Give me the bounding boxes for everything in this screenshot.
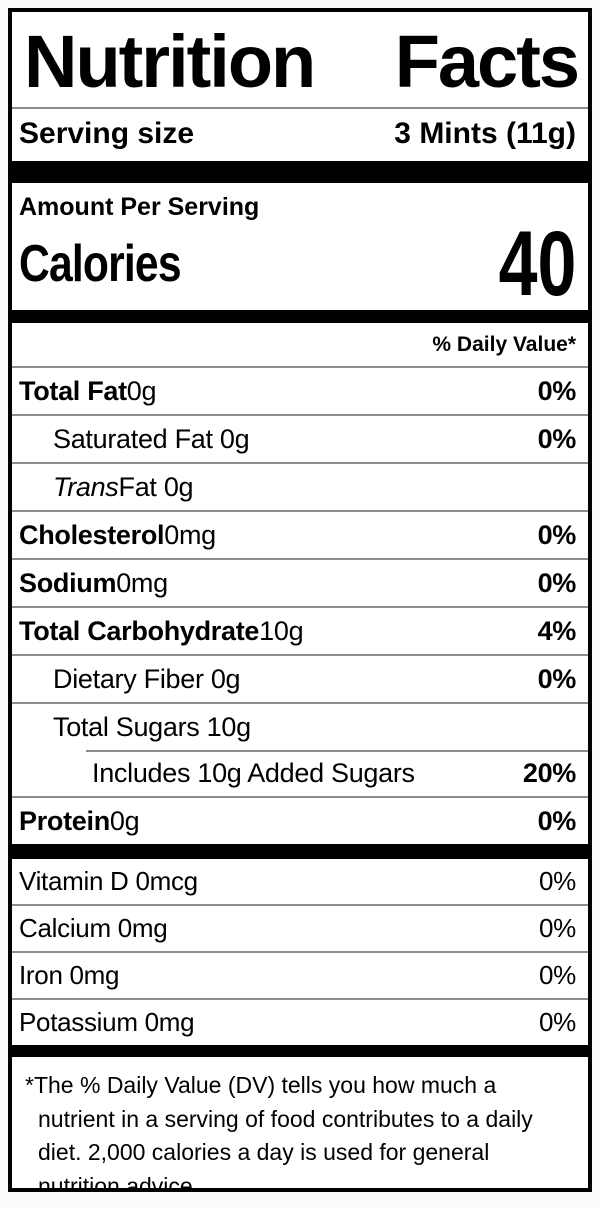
daily-value-percent: 0%: [539, 866, 576, 897]
nutrient-name-part: Protein: [19, 805, 110, 836]
title-word-nutrition: Nutrition: [24, 20, 316, 103]
nutrient-row: Trans Fat 0g: [12, 462, 588, 510]
nutrient-name-part: Includes 10g Added Sugars: [92, 757, 415, 788]
daily-value-percent: 0%: [537, 663, 577, 694]
nutrient-row: Total Sugars 10g: [12, 702, 588, 750]
daily-value-percent: 0%: [537, 567, 577, 598]
calories-row: Calories 40: [12, 212, 588, 315]
section-bar-thick: [12, 161, 588, 184]
nutrition-facts-label: Nutrition Facts Serving size 3 Mints (11…: [8, 8, 592, 1192]
nutrient-row: Protein 0g 0%: [12, 796, 588, 844]
nutrient-name-part: Total Sugars 10g: [53, 711, 251, 742]
nutrient-name-part: Sodium: [19, 567, 117, 598]
nutrient-row: Saturated Fat 0g 0%: [12, 414, 588, 462]
nutrient-row: Iron 0mg 0%: [12, 951, 588, 998]
nutrient-name-part: Total Carbohydrate: [19, 615, 260, 646]
nutrient-name-part: Vitamin D 0mcg: [19, 866, 198, 897]
daily-value-percent: 0%: [539, 960, 576, 991]
nutrient-name-part: Saturated Fat 0g: [53, 423, 250, 454]
daily-value-percent: 0%: [537, 805, 577, 836]
section-bar-footnote: [12, 1045, 588, 1058]
daily-value-percent: 0%: [539, 1007, 576, 1038]
section-bar-medium: [12, 310, 588, 324]
nutrient-name-part: Fat 0g: [118, 471, 194, 502]
label-title: Nutrition Facts: [12, 12, 588, 103]
amount-per-serving-label: Amount Per Serving: [19, 193, 260, 222]
nutrient-row: Cholesterol 0mg 0%: [12, 510, 588, 558]
nutrient-row: Includes 10g Added Sugars 20%: [12, 750, 588, 796]
nutrient-name-part: Cholesterol: [19, 519, 165, 550]
nutrient-name-part: Dietary Fiber 0g: [53, 663, 241, 694]
nutrient-name-part: Trans: [53, 471, 119, 502]
daily-value-footnote: *The % Daily Value (DV) tells you how mu…: [25, 1072, 533, 1192]
title-word-facts: Facts: [394, 20, 580, 103]
title-divider: [12, 107, 588, 110]
vitamin-rows: Vitamin D 0mcg 0% Calcium 0mg 0% Iron 0mg 0% P…: [12, 859, 588, 1045]
nutrient-row: Calcium 0mg 0%: [12, 904, 588, 951]
daily-value-percent: 4%: [537, 615, 577, 646]
nutrient-name-part: 0g: [109, 805, 140, 836]
daily-value-header: % Daily Value*: [12, 323, 588, 369]
nutrient-name-part: Iron 0mg: [19, 960, 120, 991]
daily-value-percent: 0%: [539, 913, 576, 944]
section-bar-vitamins: [12, 844, 588, 860]
serving-size-value: 3 Mints (11g): [394, 117, 576, 151]
nutrient-row: Vitamin D 0mcg 0%: [12, 859, 588, 904]
nutrient-name-part: 0g: [126, 375, 157, 406]
nutrient-rows: Total Fat 0g 0% Saturated Fat 0g 0% Trans Fa…: [12, 368, 588, 844]
nutrient-row: Sodium 0mg 0%: [12, 558, 588, 606]
nutrient-name-part: 10g: [259, 615, 304, 646]
calories-label: Calories: [19, 235, 182, 294]
nutrient-row: Dietary Fiber 0g 0%: [12, 654, 588, 702]
daily-value-percent: 0%: [537, 423, 577, 454]
nutrient-name-part: 0mg: [116, 567, 168, 598]
nutrient-row: Total Fat 0g 0%: [12, 368, 588, 414]
daily-value-percent: 20%: [522, 757, 576, 788]
calories-value: 40: [498, 212, 576, 315]
nutrient-name-part: Potassium 0mg: [19, 1007, 195, 1038]
nutrient-row: Potassium 0mg 0%: [12, 998, 588, 1045]
daily-value-percent: 0%: [537, 519, 577, 550]
nutrient-row: Total Carbohydrate 10g 4%: [12, 606, 588, 654]
daily-value-percent: 0%: [537, 375, 577, 406]
nutrient-name-part: Total Fat: [19, 375, 127, 406]
nutrient-name-part: 0mg: [164, 519, 216, 550]
serving-size-label: Serving size: [19, 117, 195, 151]
nutrient-name-part: Calcium 0mg: [19, 913, 168, 944]
serving-size-row: Serving size 3 Mints (11g): [12, 109, 588, 161]
